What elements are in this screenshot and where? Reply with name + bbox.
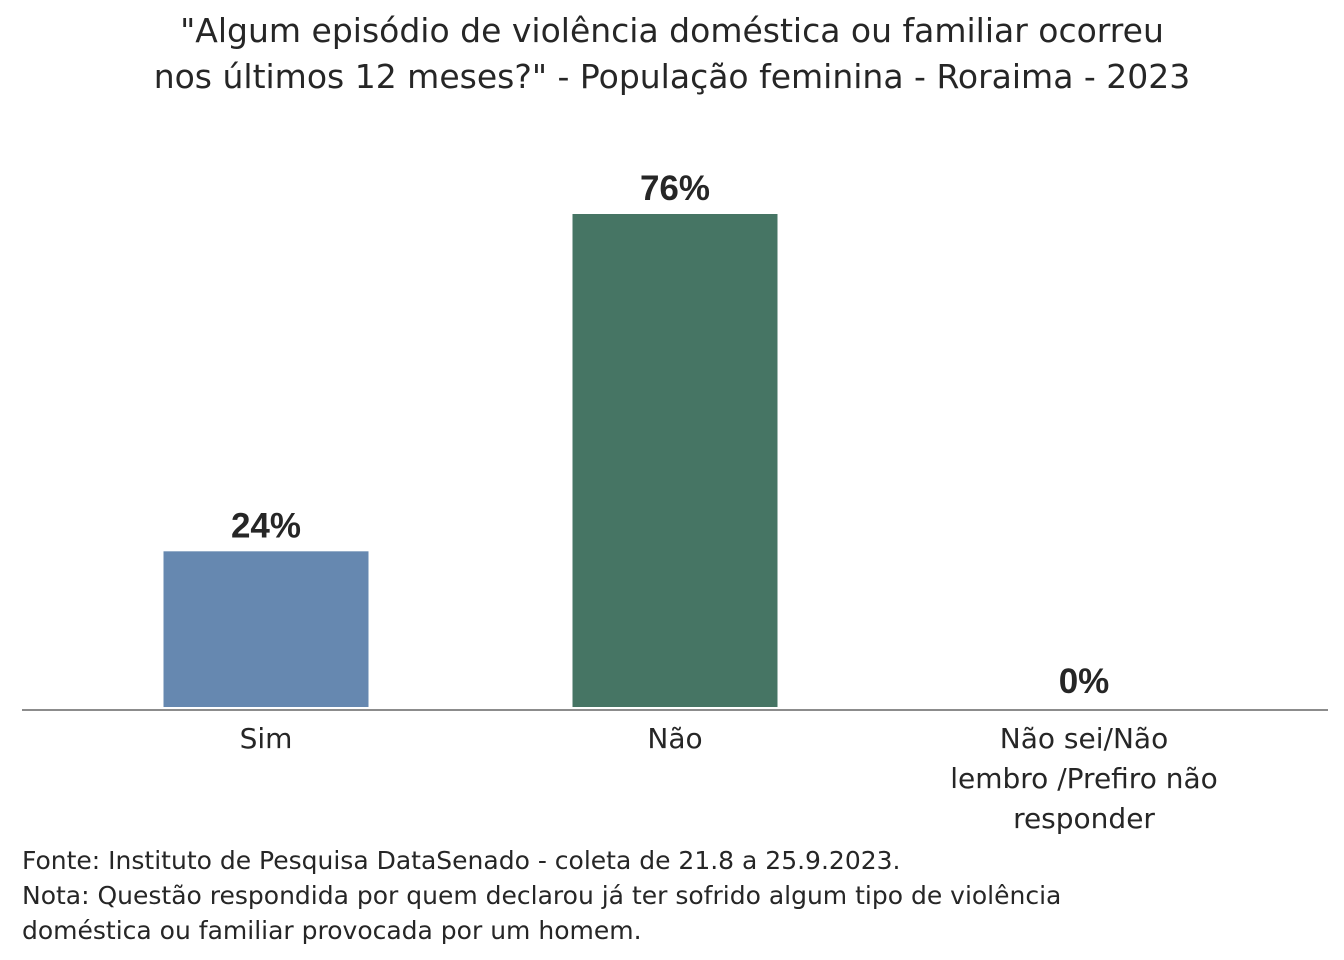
tick-label-3-line-1: Não sei/Não <box>1000 722 1168 755</box>
chart-title-line-2: nos últimos 12 meses?" - População femin… <box>153 57 1191 96</box>
data-label-1: 24% <box>231 506 301 545</box>
tick-label-3-line-2: lembro /Prefiro não <box>950 762 1218 795</box>
note-line-1: Nota: Questão respondida por quem declar… <box>22 881 1062 910</box>
tick-label-1-line-1: Sim <box>240 722 293 755</box>
note-line-2: doméstica ou familiar provocada por um h… <box>22 916 642 945</box>
chart-title: "Algum episódio de violência doméstica o… <box>0 8 1344 100</box>
chart-title-line-1: "Algum episódio de violência doméstica o… <box>180 11 1164 50</box>
tick-label-2-line-1: Não <box>647 722 702 755</box>
bar-2 <box>572 214 778 707</box>
tick-label-3-line-3: responder <box>1013 802 1155 835</box>
data-label-2: 76% <box>640 169 710 208</box>
tick-label-1: Sim <box>240 722 293 755</box>
tick-label-3: Não sei/Não lembro /Prefiro não responder <box>950 722 1218 835</box>
tick-label-2: Não <box>647 722 702 755</box>
bar-1 <box>163 551 369 707</box>
source-note: Fonte: Instituto de Pesquisa DataSenado … <box>22 846 901 875</box>
data-label-3: 0% <box>1059 662 1110 701</box>
chart-notes: Fonte: Instituto de Pesquisa DataSenado … <box>22 843 1061 948</box>
